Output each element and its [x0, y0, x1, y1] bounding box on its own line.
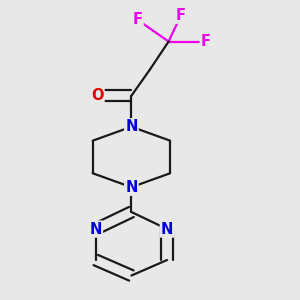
Text: N: N: [161, 221, 173, 236]
Text: N: N: [125, 119, 138, 134]
Text: F: F: [201, 34, 211, 49]
Text: F: F: [133, 12, 142, 27]
Text: F: F: [176, 8, 186, 23]
Text: N: N: [90, 221, 102, 236]
Text: N: N: [125, 180, 138, 195]
Text: O: O: [91, 88, 104, 103]
